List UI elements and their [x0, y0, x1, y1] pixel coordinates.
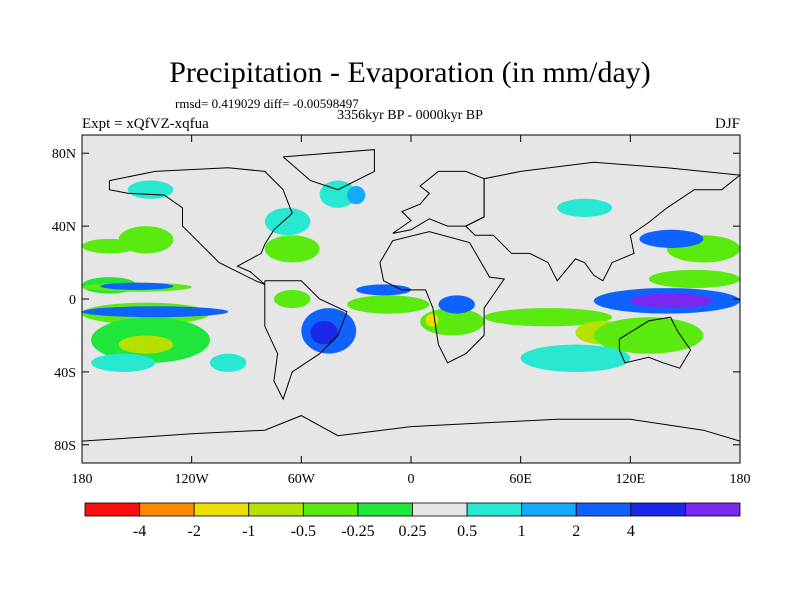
coastline-north-america	[108, 167, 293, 285]
field-region-32	[639, 229, 704, 248]
field-region-26	[593, 317, 704, 354]
field-region-8	[209, 353, 247, 372]
y-tick-label: 0	[69, 293, 76, 308]
period-text: 3356kyr BP - 0000kyr BP	[337, 108, 483, 123]
season-text: DJF	[715, 116, 740, 132]
field-region-30	[648, 269, 740, 289]
field-region-27	[520, 344, 631, 372]
x-tick-label: 60E	[509, 472, 532, 487]
legend-swatch-4	[302, 502, 359, 517]
map-axes: 180 120W 60W 0 60E 120E 180 80N 40N 0 40S 80S	[52, 135, 751, 487]
y-tick-label: 40N	[52, 220, 76, 235]
legend-swatch-7	[466, 502, 523, 517]
coastline-antarctica	[81, 415, 741, 442]
legend-level-label: 2	[572, 523, 580, 540]
field-region-22	[425, 313, 439, 327]
y-tick-label: 80N	[52, 147, 76, 162]
stats-text: rmsd= 0.419029 diff= -0.00598497	[175, 96, 359, 111]
color-legend: -4 -2 -1 -0.5 -0.25 0.25 0.5 1 2 4	[84, 502, 741, 540]
legend-level-label: -1	[242, 523, 255, 540]
map-area: 180 120W 60W 0 60E 120E 180 80N 40N 0 40S 80S	[52, 134, 751, 487]
y-tick-label: 40S	[54, 366, 76, 381]
field-region-29	[630, 293, 713, 309]
legend-level-label: 0.5	[457, 523, 477, 540]
legend-swatch-1	[139, 502, 195, 517]
legend-level-label: 1	[518, 523, 526, 540]
field-regions	[82, 180, 741, 372]
field-region-10	[82, 238, 137, 254]
field-region-17	[310, 320, 338, 345]
x-tick-label: 180	[72, 472, 93, 487]
coastlines	[81, 149, 742, 442]
coastline-asia	[465, 161, 742, 282]
legend-level-label: 0.25	[399, 523, 427, 540]
legend-level-label: -4	[133, 523, 146, 540]
coastline-south-america	[264, 280, 348, 401]
legend-level-label: 4	[627, 523, 635, 540]
field-region-19	[347, 295, 430, 314]
field-region-2	[100, 282, 174, 290]
legend-level-label: -0.25	[341, 523, 374, 540]
legend-swatch-3	[248, 502, 304, 517]
legend-swatch-5	[357, 502, 413, 517]
legend-level-label: -2	[188, 523, 201, 540]
coastline-africa	[379, 231, 506, 364]
chart-title: Precipitation - Evaporation (in mm/day)	[169, 56, 651, 89]
coastline-greenland	[282, 149, 375, 191]
legend-swatch-10	[630, 502, 686, 517]
x-tick-label: 0	[408, 472, 415, 487]
legend-swatch-6	[412, 502, 468, 517]
legend-swatch-8	[521, 502, 577, 517]
coastline-europe	[392, 170, 485, 234]
field-region-23	[438, 295, 475, 314]
x-tick-label: 180	[730, 472, 751, 487]
field-region-6	[118, 335, 174, 354]
x-tick-label: 120E	[616, 472, 646, 487]
x-tick-label: 60W	[288, 472, 316, 487]
coastline-australia	[618, 316, 692, 369]
field-region-13	[264, 207, 311, 236]
legend-swatch-0	[84, 502, 140, 517]
field-region-12	[264, 235, 320, 263]
legend-swatch-2	[193, 502, 250, 517]
field-region-15	[347, 186, 366, 205]
field-region-14	[319, 180, 357, 208]
legend-swatch-11	[685, 502, 741, 517]
field-region-33	[557, 198, 613, 217]
field-region-7	[91, 353, 156, 372]
field-region-11	[127, 180, 174, 199]
field-region-24	[484, 308, 613, 327]
x-tick-label: 120W	[175, 472, 210, 487]
field-region-4	[82, 306, 229, 318]
legend-level-label: -0.5	[291, 523, 316, 540]
legend-swatch-9	[575, 502, 632, 517]
experiment-text: Expt = xQfVZ-xqfua	[82, 116, 209, 132]
field-region-18	[273, 289, 311, 309]
y-tick-label: 80S	[54, 439, 76, 454]
